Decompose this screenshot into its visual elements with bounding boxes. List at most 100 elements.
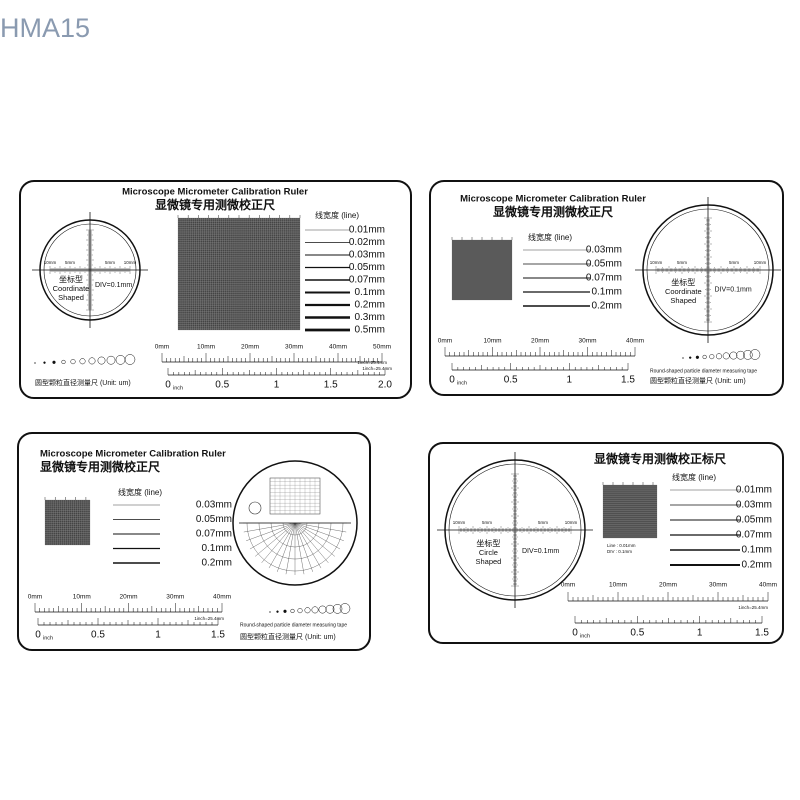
reticle-label-en: Shaped: [58, 293, 84, 302]
grid-note: DIV : 0.1mm: [607, 549, 632, 554]
particle: [88, 357, 96, 365]
line-width-label: 0.2mm: [201, 558, 232, 569]
line-width-label: 0.03mm: [196, 500, 232, 511]
dial-fan: [294, 522, 344, 541]
line-width-label: 0.03mm: [736, 500, 772, 511]
inch-unit: inch: [457, 380, 467, 386]
particle: [290, 608, 295, 614]
inch-label: 1.5: [211, 630, 225, 641]
particle: [283, 609, 287, 613]
line-width-label: 0.2mm: [591, 301, 622, 312]
card: [17, 432, 371, 651]
title-en: Microscope Micrometer Calibration Ruler: [122, 187, 308, 198]
line-width-label: 0.1mm: [201, 543, 232, 554]
watermark: HMA15: [0, 13, 90, 43]
line-heading: 线宽度 (line): [672, 472, 716, 482]
particle: [124, 354, 136, 365]
particle-dial: [232, 460, 358, 586]
inch-label: 0: [165, 380, 171, 391]
line-width-label: 0.05mm: [349, 262, 385, 273]
particle: [61, 359, 66, 365]
title-cn: 显微镜专用测微校正尺: [493, 204, 613, 219]
particle-caption-cn: 圆型颗粒直径测量尺 (Unit: um): [650, 376, 746, 385]
particle: [749, 349, 761, 360]
dial-fan: [249, 522, 296, 550]
mm-label: 0mm: [438, 338, 452, 345]
reticle-scale-label: 5mm: [482, 520, 492, 525]
reticle-label-en: Coordinate: [53, 284, 90, 293]
particle: [106, 355, 116, 365]
line-width-label: 0.07mm: [349, 275, 385, 286]
line-width-label: 0.05mm: [736, 515, 772, 526]
mm-label: 10mm: [73, 594, 91, 601]
particle: [79, 358, 86, 365]
inch-label: 1: [697, 628, 703, 639]
inch-label: 1: [274, 380, 280, 391]
mm-label: 30mm: [578, 338, 596, 345]
mm-label: 30mm: [166, 594, 184, 601]
scale-note: 1inch=25.4mm: [357, 360, 387, 365]
title-cn: 显微镜专用测微校正尺: [40, 459, 160, 474]
line-heading: 线宽度 (line): [315, 210, 359, 220]
line-width-label: 0.1mm: [741, 545, 772, 556]
reticle-scale-label: 5mm: [105, 260, 115, 265]
line-width-label: 0.05mm: [586, 259, 622, 270]
line-width-label: 0.3mm: [354, 312, 385, 323]
dial-dot: [248, 501, 262, 515]
mm-label: 0mm: [28, 594, 42, 601]
particle: [722, 352, 730, 360]
scale-note: 1inch=25.4mm: [362, 366, 392, 371]
dial-arc: [270, 522, 320, 548]
particle: [332, 604, 343, 614]
reticle-scale-label: 5mm: [65, 260, 75, 265]
inch-label: 2.0: [378, 380, 392, 391]
inch-unit: inch: [43, 635, 53, 641]
reticle-scale-label: 5mm: [677, 260, 687, 265]
dial-fan: [285, 522, 296, 575]
grid-square: [603, 485, 657, 538]
mm-label: 20mm: [119, 594, 137, 601]
reticle-label-cn: 坐标型: [59, 274, 83, 284]
mm-label: 20mm: [659, 582, 677, 589]
line-width-label: 0.07mm: [586, 273, 622, 284]
reticle-div: DIV=0.1mm: [522, 548, 559, 555]
line-width-label: 0.02mm: [349, 237, 385, 248]
line-width-label: 0.01mm: [349, 225, 385, 236]
card: [428, 442, 784, 644]
line-width-label: 0.03mm: [349, 250, 385, 261]
reticle-scale-label: 10mm: [754, 260, 767, 265]
reticle-div: DIV=0.1mm: [715, 286, 752, 293]
particle: [297, 608, 303, 614]
title-en: Microscope Micrometer Calibration Ruler: [40, 449, 226, 460]
mm-label: 10mm: [483, 338, 501, 345]
mm-label: 40mm: [329, 344, 347, 351]
particle: [276, 610, 279, 613]
scale-note: 1inch=25.4mm: [738, 605, 768, 610]
line-width-label: 0.1mm: [354, 287, 385, 298]
mm-label: 50mm: [373, 344, 391, 351]
line-width-label: 0.03mm: [586, 245, 622, 256]
line-width-label: 0.2mm: [741, 560, 772, 571]
title-cn: 显微镜专用测微校正标尺: [594, 451, 726, 466]
title-cn: 显微镜专用测微校正尺: [155, 197, 275, 212]
mm-label: 30mm: [285, 344, 303, 351]
particle: [736, 350, 745, 360]
dial-arc: [282, 522, 308, 536]
particle: [34, 362, 36, 364]
scale-note: 1inch=25.4mm: [194, 616, 224, 621]
reticle-scale-label: 10mm: [650, 260, 663, 265]
reticle-label-cn: 坐标型: [476, 538, 500, 548]
reticle-scale-label: 5mm: [538, 520, 548, 525]
particle: [695, 355, 700, 359]
inch-label: 1.5: [755, 628, 769, 639]
dial-fan: [294, 522, 305, 575]
reticle-label-en: Shaped: [475, 557, 501, 566]
inch-label: 1: [155, 630, 161, 641]
particle: [702, 354, 707, 360]
line-width-label: 0.07mm: [736, 530, 772, 541]
particle: [682, 357, 684, 359]
particle: [689, 356, 692, 359]
line-heading: 线宽度 (line): [528, 232, 572, 242]
inch-label: 0.5: [630, 628, 644, 639]
